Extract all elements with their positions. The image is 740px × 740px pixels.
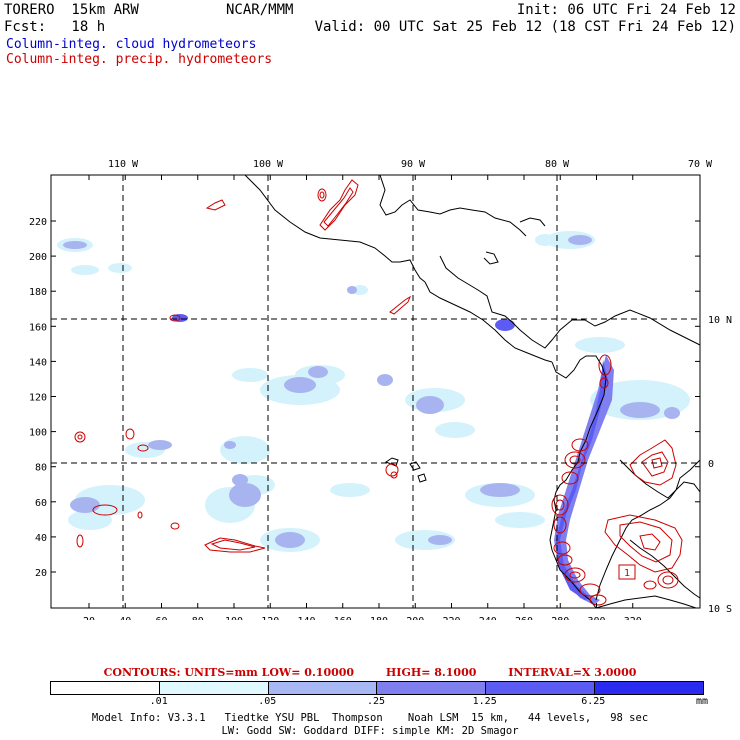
- model-run-label: TORERO 15km ARW: [4, 2, 139, 18]
- x-tick-label: 260: [515, 616, 533, 620]
- longitude-label: 110 W: [108, 159, 139, 170]
- contour-info: CONTOURS: UNITS=mm LOW= 0.10000 HIGH= 8.…: [0, 666, 740, 679]
- y-tick-label: 160: [29, 322, 47, 333]
- colorbar-label: .01: [149, 696, 168, 707]
- y-tick-label: 40: [35, 533, 47, 544]
- colorbar-bin-5: [595, 682, 703, 694]
- cloud-shading-light: [57, 231, 690, 552]
- coastline: [244, 174, 701, 609]
- colorbar-label: .05: [258, 696, 277, 707]
- colorbar: [50, 681, 704, 695]
- colorbar-bin-2: [268, 682, 378, 694]
- y-axis: 20 40 60 80 100 120 140 160 180 200 220: [29, 217, 700, 579]
- latitude-label: 10 S: [708, 604, 732, 615]
- x-tick-label: 80: [192, 616, 204, 620]
- colorbar-bin-4: [486, 682, 596, 694]
- label-box: [618, 564, 636, 580]
- x-tick-label: 200: [406, 616, 424, 620]
- x-axis: 20 40 60 80 100 120 140 160 180 200 220 240 260 280 30…: [83, 175, 642, 620]
- cloud-hydrometeor-legend: Column-integ. cloud hydrometeors: [6, 37, 257, 52]
- y-tick-label: 140: [29, 357, 47, 368]
- longitude-labels: 110 W 100 W 90 W 80 W 70 W: [108, 159, 713, 170]
- colorbar-unit: mm: [696, 696, 709, 707]
- colorbar-labels: .01 .05 .25 1.25 6.25: [50, 696, 702, 708]
- colorbar-bin-3: [377, 682, 487, 694]
- y-tick-label: 200: [29, 252, 47, 263]
- x-tick-label: 60: [155, 616, 167, 620]
- colorbar-label: .25: [366, 696, 386, 707]
- init-time-label: Init: 06 UTC Fri 24 Feb 12: [516, 2, 736, 18]
- latitude-label: 0: [708, 459, 714, 470]
- box-label: 1: [624, 568, 630, 579]
- colorbar-label: 1.25: [472, 696, 497, 707]
- map-frame: [50, 174, 701, 609]
- institution-label: NCAR/MMM: [226, 2, 294, 18]
- contour-units: CONTOURS: UNITS=mm LOW= 0.10000: [103, 666, 355, 679]
- longitude-label: 90 W: [401, 159, 426, 170]
- y-tick-label: 20: [35, 568, 47, 579]
- longitude-label: 70 W: [688, 159, 713, 170]
- colorbar-label: 6.25: [581, 696, 606, 707]
- latitude-labels: 10 N 0 10 S: [708, 315, 732, 615]
- latitude-label: 10 N: [708, 315, 732, 326]
- y-tick-label: 100: [29, 428, 47, 439]
- x-tick-label: 280: [551, 616, 569, 620]
- y-tick-label: 180: [29, 287, 47, 298]
- y-tick-label: 220: [29, 217, 47, 228]
- longitude-label: 100 W: [253, 159, 284, 170]
- y-tick-label: 80: [35, 463, 47, 474]
- cloud-shading-medium: [63, 235, 680, 548]
- x-tick-label: 220: [442, 616, 460, 620]
- lat-lon-grid: [51, 175, 700, 608]
- colorbar-bin-0: [51, 682, 160, 694]
- precip-contours: [74, 179, 683, 606]
- x-tick-label: 40: [119, 616, 131, 620]
- contour-high: HIGH= 8.1000: [385, 666, 477, 679]
- x-tick-label: 140: [297, 616, 315, 620]
- x-tick-label: 100: [225, 616, 243, 620]
- contour-interval: INTERVAL=X 3.0000: [508, 666, 637, 679]
- valid-time-label: Valid: 00 UTC Sat 25 Feb 12 (18 CST Fri …: [314, 19, 736, 35]
- x-tick-label: 320: [624, 616, 642, 620]
- x-tick-label: 300: [587, 616, 605, 620]
- x-tick-label: 240: [479, 616, 497, 620]
- forecast-hour-label: Fcst: 18 h: [4, 19, 106, 35]
- x-tick-label: 20: [83, 616, 95, 620]
- x-tick-label: 160: [334, 616, 352, 620]
- colorbar-bin-1: [159, 682, 269, 694]
- y-tick-label: 120: [29, 393, 47, 404]
- longitude-label: 80 W: [545, 159, 570, 170]
- precip-hydrometeor-legend: Column-integ. precip. hydrometeors: [6, 52, 273, 67]
- model-info-line1: Model Info: V3.3.1 Tiedtke YSU PBL Thomp…: [91, 712, 649, 724]
- y-tick-label: 60: [35, 498, 47, 509]
- x-tick-label: 180: [370, 616, 388, 620]
- model-info-line2: LW: Godd SW: Goddard DIFF: simple KM: 2D…: [221, 725, 519, 737]
- x-tick-label: 120: [261, 616, 279, 620]
- forecast-map: 1 20406080100120140160180200220240260280…: [29, 159, 732, 620]
- cloud-shading-strong: [172, 314, 614, 605]
